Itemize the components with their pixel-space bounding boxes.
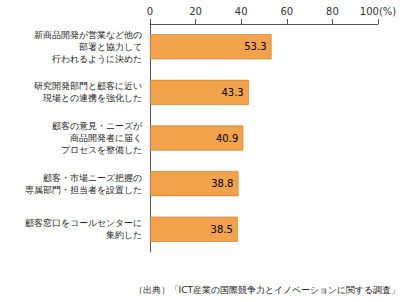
svg-text:40.9: 40.9 [216, 133, 238, 144]
svg-text:顧客窓口をコールセンターに: 顧客窓口をコールセンターに [25, 218, 142, 228]
svg-text:0: 0 [147, 6, 153, 17]
svg-text:商品開発者に届く: 商品開発者に届く [70, 133, 142, 143]
svg-text:20: 20 [189, 6, 202, 17]
svg-text:現場との連携を強化した: 現場との連携を強化した [43, 93, 142, 103]
svg-text:専属部門・担当者を設置した: 専属部門・担当者を設置した [25, 185, 142, 195]
svg-text:38.5: 38.5 [211, 224, 233, 235]
svg-text:100(%): 100(%) [360, 6, 396, 17]
svg-text:38.8: 38.8 [211, 178, 233, 189]
svg-text:53.3: 53.3 [244, 41, 266, 52]
svg-text:80: 80 [326, 6, 339, 17]
svg-text:60: 60 [280, 6, 293, 17]
svg-text:部署と協力して: 部署と協力して [79, 42, 142, 52]
svg-text:（出典）「ICT産業の国際競争力とイノベーションに関する調査: （出典）「ICT産業の国際競争力とイノベーションに関する調査」 [134, 285, 400, 295]
svg-text:プロセスを整備した: プロセスを整備した [61, 145, 142, 155]
svg-text:研究開発部門と顧客に近い: 研究開発部門と顧客に近い [34, 81, 142, 91]
svg-text:40: 40 [235, 6, 248, 17]
svg-text:43.3: 43.3 [221, 87, 243, 98]
svg-text:新商品開発が営業など他の: 新商品開発が営業など他の [34, 30, 142, 40]
svg-text:行われるように決めた: 行われるように決めた [52, 54, 142, 64]
svg-text:顧客の意見・ニーズが: 顧客の意見・ニーズが [52, 121, 143, 131]
svg-text:集約した: 集約した [106, 230, 142, 240]
svg-text:顧客・市場ニーズ把握の: 顧客・市場ニーズ把握の [43, 173, 142, 183]
